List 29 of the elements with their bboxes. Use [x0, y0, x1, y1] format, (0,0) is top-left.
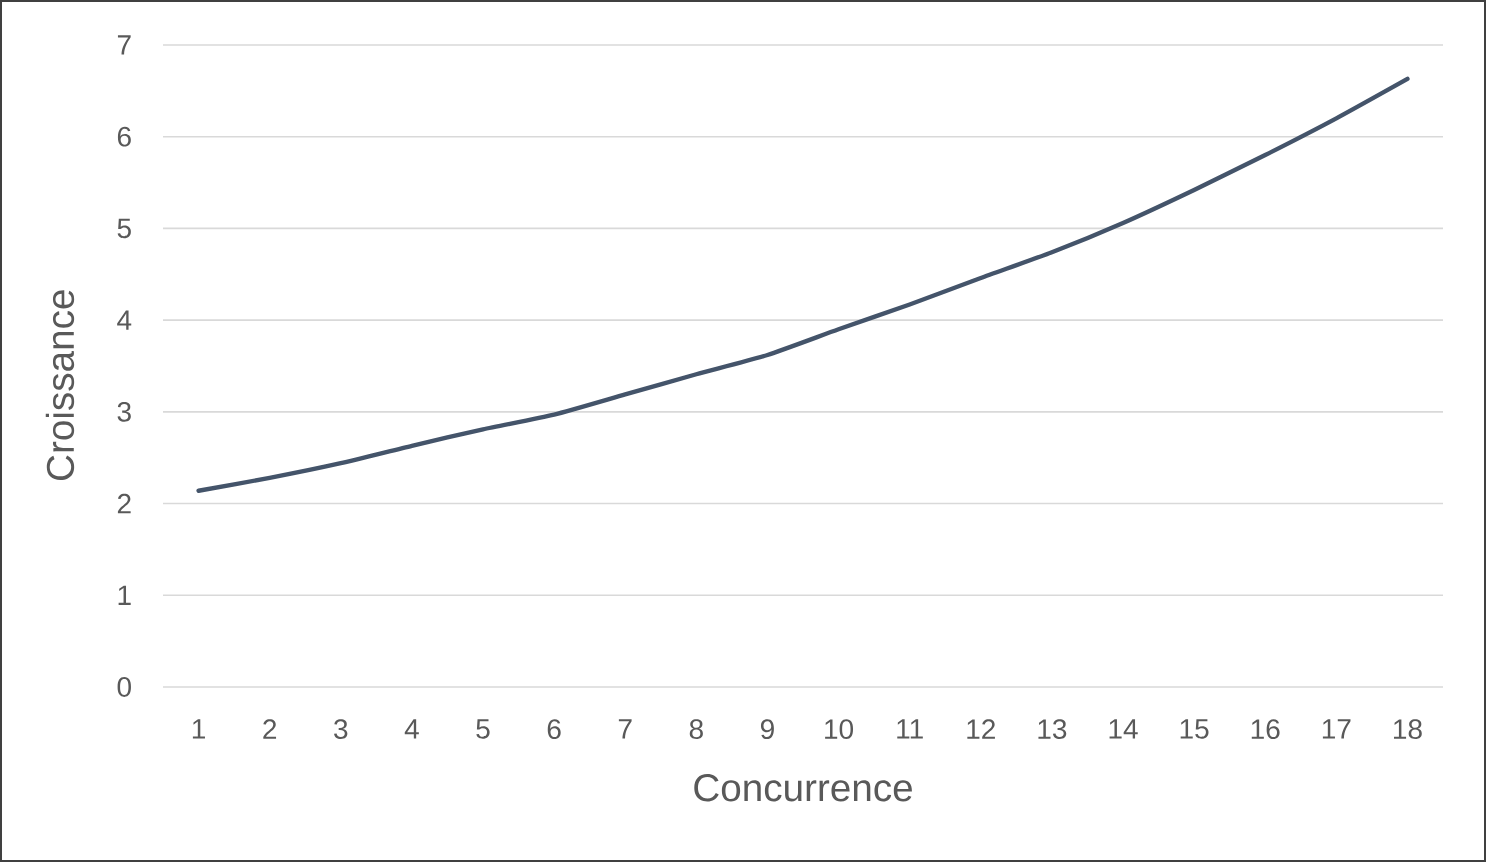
y-tick-label: 4: [117, 310, 132, 330]
y-tick-label: 0: [117, 677, 131, 697]
x-tick-label: 7: [618, 719, 632, 739]
y-tick-label: 1: [118, 585, 131, 605]
x-tick-label: 6: [547, 719, 561, 740]
y-tick-label: 3: [117, 401, 131, 422]
x-tick-label: 9: [760, 719, 774, 740]
x-tick-label: 3: [334, 719, 348, 740]
y-tick-label: 7: [117, 35, 131, 55]
y-tick-label: 5: [117, 218, 131, 239]
x-tick-label: 8: [689, 719, 703, 740]
line-series: [196, 76, 1410, 493]
x-tick-label: 14: [1109, 719, 1138, 739]
y-axis-title: Croissance: [45, 290, 75, 480]
x-tick-label: 13: [1038, 719, 1067, 740]
x-tick-label: 2: [263, 719, 277, 739]
x-tick-label: 11: [897, 719, 923, 739]
x-tick-label: 16: [1251, 719, 1280, 740]
x-axis-title: Concurrence: [694, 774, 912, 802]
x-tick-label: 4: [404, 719, 419, 739]
x-tick-label: 18: [1394, 719, 1422, 740]
x-tick-label: 1: [192, 719, 205, 739]
x-tick-label: 12: [967, 719, 995, 739]
x-tick-label: 5: [476, 719, 490, 739]
x-tick-label: 17: [1322, 719, 1351, 739]
y-tick-label: 2: [117, 493, 131, 514]
y-tick-label: 6: [117, 126, 131, 147]
x-tick-label: 10: [825, 719, 854, 740]
x-tick-label: 15: [1180, 719, 1209, 739]
